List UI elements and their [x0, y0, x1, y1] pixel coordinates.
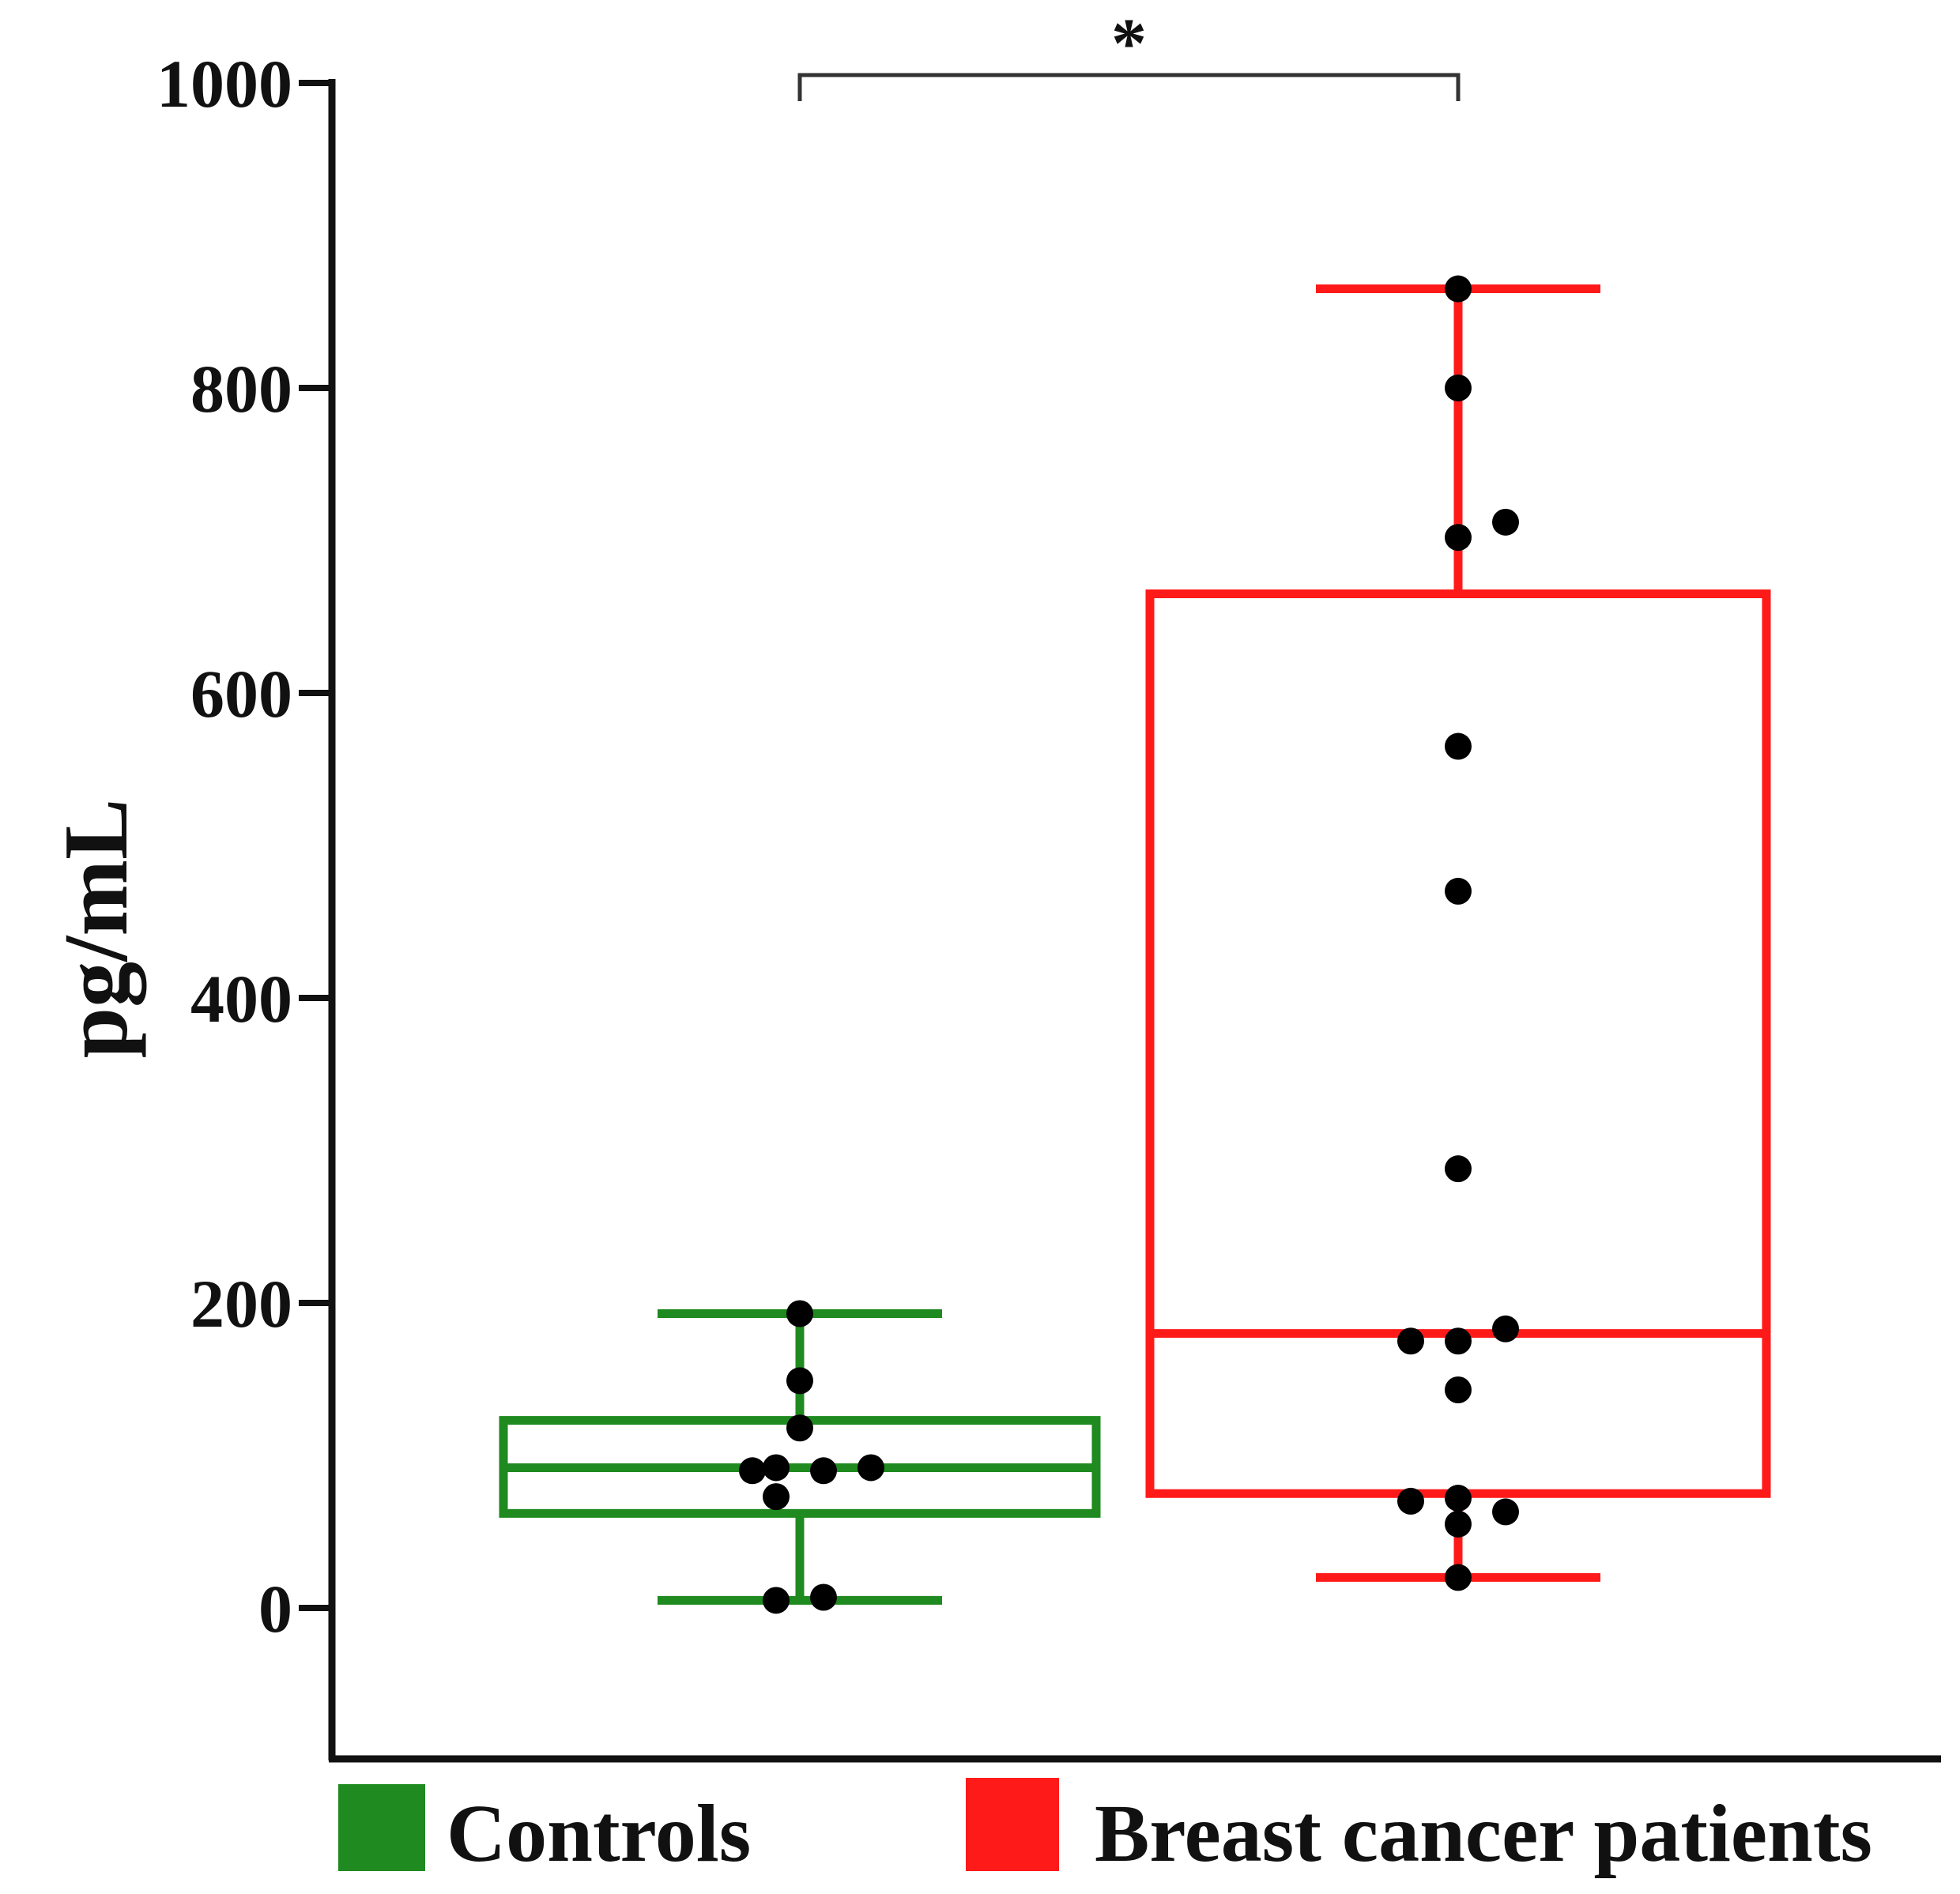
legend-label-controls: Controls — [447, 1788, 751, 1879]
data-point — [1445, 1327, 1472, 1355]
legend-label-breast-cancer: Breast cancer patients — [1095, 1788, 1872, 1879]
data-point — [1397, 1487, 1424, 1515]
significance-bracket: * — [797, 5, 1461, 101]
data-point — [763, 1454, 790, 1482]
box-controls — [499, 1309, 1101, 1605]
data-point — [810, 1457, 837, 1485]
y-tick-label: 400 — [190, 961, 292, 1037]
y-tick-label: 800 — [190, 351, 292, 427]
data-point — [1492, 1498, 1519, 1526]
y-tick-label: 600 — [190, 656, 292, 732]
data-point — [1445, 275, 1472, 303]
data-point — [1445, 732, 1472, 760]
y-tick-label: 1000 — [156, 46, 292, 122]
data-point — [739, 1457, 766, 1485]
data-point — [1445, 1485, 1472, 1512]
box-series — [499, 284, 1771, 1605]
y-tick-label: 0 — [258, 1571, 292, 1647]
data-point — [763, 1483, 790, 1511]
data-point — [810, 1583, 837, 1611]
data-point — [1445, 1564, 1472, 1591]
data-points — [739, 275, 1519, 1614]
data-point — [1445, 877, 1472, 905]
data-point — [786, 1367, 813, 1395]
y-axis-label: pg/mL — [46, 799, 147, 1059]
box-iqr — [1145, 589, 1771, 1498]
data-point — [1397, 1327, 1424, 1355]
data-point — [1492, 508, 1519, 536]
y-tick-label: 200 — [190, 1266, 292, 1342]
data-point — [858, 1454, 884, 1482]
y-ticks: 0 200 400 600 800 1000 — [156, 46, 332, 1647]
legend: Controls Breast cancer patients — [338, 1778, 1872, 1879]
data-point — [763, 1587, 790, 1614]
data-point — [1445, 375, 1472, 401]
data-point — [786, 1414, 813, 1442]
data-point — [1445, 1510, 1472, 1538]
significance-bracket-line — [797, 73, 1461, 101]
data-point — [1445, 1155, 1472, 1183]
legend-swatch-breast-cancer — [966, 1778, 1059, 1871]
data-point — [1445, 524, 1472, 552]
significance-label: * — [1111, 5, 1147, 83]
legend-swatch-controls — [338, 1784, 425, 1871]
data-point — [1445, 1376, 1472, 1404]
data-point — [1492, 1315, 1519, 1342]
data-point — [786, 1300, 813, 1327]
